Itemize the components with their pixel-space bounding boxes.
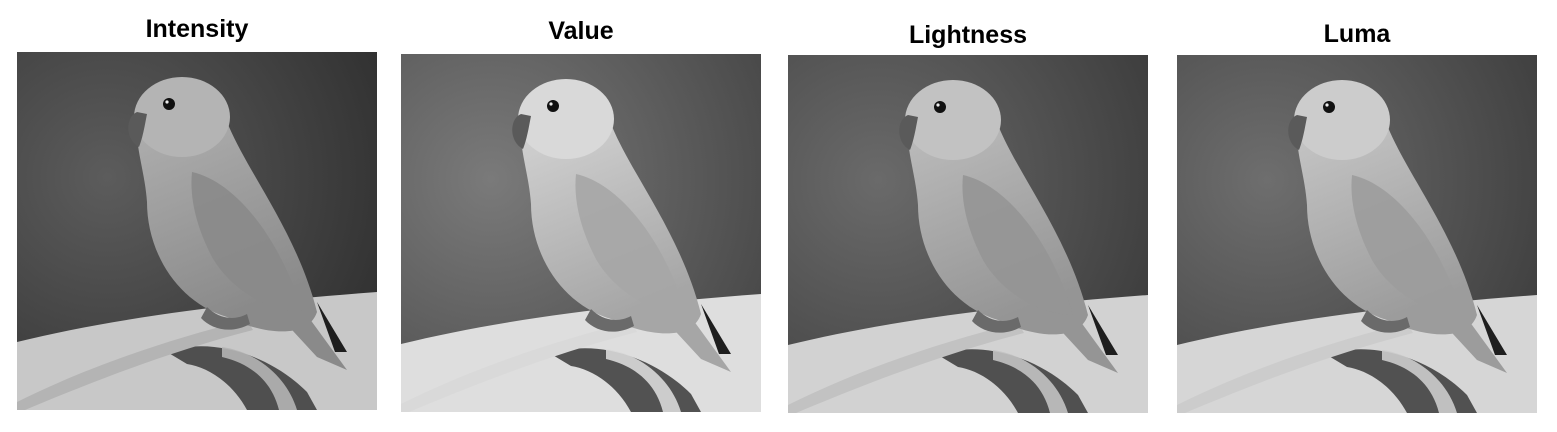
branch bbox=[401, 322, 637, 412]
panel-intensity: Intensity bbox=[17, 0, 377, 432]
panel-title: Luma bbox=[1323, 20, 1391, 48]
parrot-photo bbox=[1177, 55, 1537, 413]
parrot-head bbox=[518, 79, 614, 159]
parrot-photo bbox=[788, 55, 1148, 413]
branch bbox=[17, 320, 253, 410]
parrot-head bbox=[134, 77, 230, 157]
panel-title: Lightness bbox=[908, 21, 1028, 49]
parrot-eye bbox=[163, 98, 175, 110]
parrot-beak bbox=[1288, 115, 1307, 150]
parrot-head bbox=[1294, 80, 1390, 160]
parrot-eye bbox=[1323, 101, 1335, 113]
parrot-beak bbox=[128, 112, 147, 147]
parrot-eye bbox=[934, 101, 946, 113]
branch bbox=[788, 323, 1024, 413]
parrot-beak bbox=[899, 115, 918, 150]
branch bbox=[1177, 323, 1413, 413]
parrot-photo bbox=[401, 54, 761, 412]
parrot-beak bbox=[512, 114, 531, 149]
panel-value: Value bbox=[401, 0, 761, 432]
panel-title: Intensity bbox=[145, 15, 249, 43]
panel-title: Value bbox=[548, 17, 614, 45]
parrot-head bbox=[905, 80, 1001, 160]
parrot-photo bbox=[17, 52, 377, 410]
panel-luma: Luma bbox=[1177, 0, 1537, 432]
panel-lightness: Lightness bbox=[788, 0, 1148, 432]
parrot-eye bbox=[547, 100, 559, 112]
